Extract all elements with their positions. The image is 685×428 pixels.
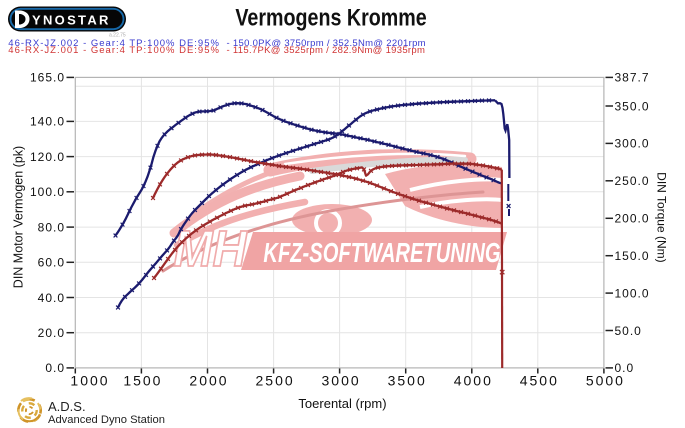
svg-text:46-RX-JZ.001 - Gear:4 TP:100%: 46-RX-JZ.001 - Gear:4 TP:100% DE:95% [8,45,220,56]
svg-text:2500: 2500 [256,373,295,389]
svg-text:Advanced Dyno Station: Advanced Dyno Station [48,414,165,426]
svg-text:1500: 1500 [123,373,162,389]
svg-text:350.0: 350.0 [615,99,650,113]
svg-text:165.0: 165.0 [30,71,65,85]
svg-text:250.0: 250.0 [615,174,650,188]
svg-text:100.0: 100.0 [615,286,650,300]
svg-text:- 115.7PK@ 3525rpm / 282.9Nm@: - 115.7PK@ 3525rpm / 282.9Nm@ 1935rpm [227,45,426,56]
svg-text:2000: 2000 [189,373,228,389]
svg-text:Toerental (rpm): Toerental (rpm) [298,396,386,411]
svg-text:20.0: 20.0 [38,326,65,340]
svg-text:KFZ-SOFTWARETUNING: KFZ-SOFTWARETUNING [263,238,500,269]
svg-text:4000: 4000 [454,373,493,389]
svg-text:A.D.S.: A.D.S. [48,399,86,414]
svg-text:140.0: 140.0 [30,115,65,129]
svg-text:DIN Motor Vermogen (pk): DIN Motor Vermogen (pk) [11,146,25,288]
svg-text:100.0: 100.0 [30,185,65,199]
svg-text:300.0: 300.0 [615,137,650,151]
svg-text:DIN Torque (Nm): DIN Torque (Nm) [655,172,669,262]
svg-text:Vermogens Kromme: Vermogens Kromme [235,4,426,31]
svg-text:50.0: 50.0 [615,324,642,338]
svg-text:387.7: 387.7 [615,71,650,85]
svg-text:40.0: 40.0 [38,291,65,305]
svg-text:3500: 3500 [388,373,427,389]
svg-text:3000: 3000 [322,373,361,389]
svg-text:- 150.0PK@ 3750rpm / 352.5Nm@: - 150.0PK@ 3750rpm / 352.5Nm@ 2201rpm [227,38,426,49]
svg-text:5000: 5000 [586,373,625,389]
svg-text:4500: 4500 [520,373,559,389]
svg-text:46-RX-JZ.002 - Gear:4 TP:100%: 46-RX-JZ.002 - Gear:4 TP:100% DE:95% [8,38,220,49]
svg-text:a.22.75: a.22.75 [109,33,126,39]
svg-text:120.0: 120.0 [30,150,65,164]
svg-text:200.0: 200.0 [615,212,650,226]
svg-text:60.0: 60.0 [38,256,65,270]
svg-text:80.0: 80.0 [38,220,65,234]
svg-text:0.0: 0.0 [45,361,65,375]
svg-text:0.0: 0.0 [615,361,635,375]
svg-text:MH: MH [174,221,249,277]
svg-text:YNOSTAR: YNOSTAR [32,13,111,28]
svg-text:1000: 1000 [70,373,109,389]
svg-text:150.0: 150.0 [615,249,650,263]
